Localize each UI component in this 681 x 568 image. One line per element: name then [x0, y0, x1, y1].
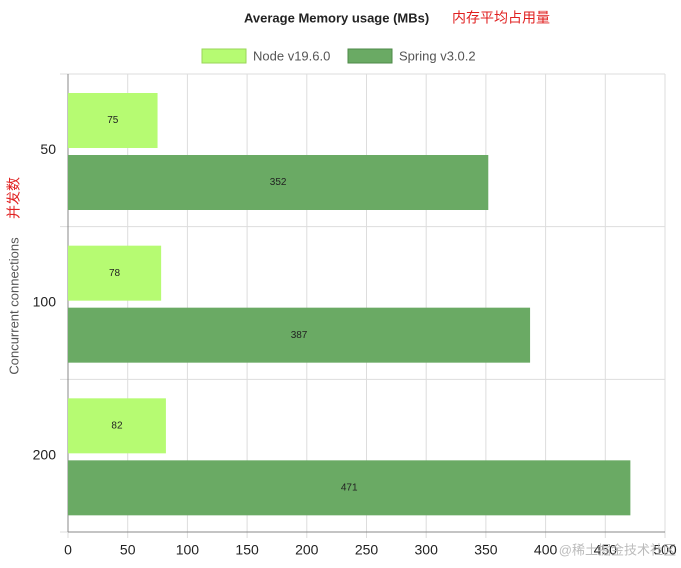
bar	[68, 398, 166, 454]
bar	[68, 93, 158, 148]
bar	[68, 155, 489, 210]
x-tick-label: 400	[534, 542, 558, 558]
legend-label: Spring v3.0.2	[399, 48, 476, 63]
legend-swatch	[201, 48, 247, 64]
x-tick-label: 450	[594, 542, 618, 558]
bar	[68, 307, 531, 363]
y-tick-label: 100	[33, 294, 57, 310]
value-label: 82	[111, 420, 123, 431]
y-label-annotation: 并发数	[6, 177, 22, 219]
value-label: 471	[341, 482, 358, 493]
value-label: 387	[291, 330, 308, 341]
legend-swatch	[347, 48, 393, 64]
title-annotation: 内存平均占用量	[452, 10, 550, 26]
y-tick-label: 50	[40, 141, 56, 157]
bar	[68, 245, 162, 301]
y-tick-label: 200	[33, 446, 57, 462]
x-tick-label: 500	[653, 542, 677, 558]
x-tick-label: 150	[235, 542, 259, 558]
value-label: 75	[107, 115, 119, 126]
x-tick-label: 250	[355, 542, 379, 558]
chart-title: Average Memory usage (MBs)	[244, 10, 429, 25]
x-tick-label: 50	[120, 542, 136, 558]
x-tick-label: 0	[64, 542, 72, 558]
value-label: 352	[270, 177, 287, 188]
value-label: 78	[109, 268, 121, 279]
x-tick-label: 100	[176, 542, 200, 558]
x-tick-label: 300	[415, 542, 439, 558]
bar	[68, 460, 631, 516]
y-axis-label: Concurrent connections	[6, 237, 21, 375]
watermark: @稀土掘金技术社区	[559, 542, 676, 557]
x-tick-label: 200	[295, 542, 319, 558]
legend-label: Node v19.6.0	[253, 48, 330, 63]
x-tick-label: 350	[474, 542, 498, 558]
